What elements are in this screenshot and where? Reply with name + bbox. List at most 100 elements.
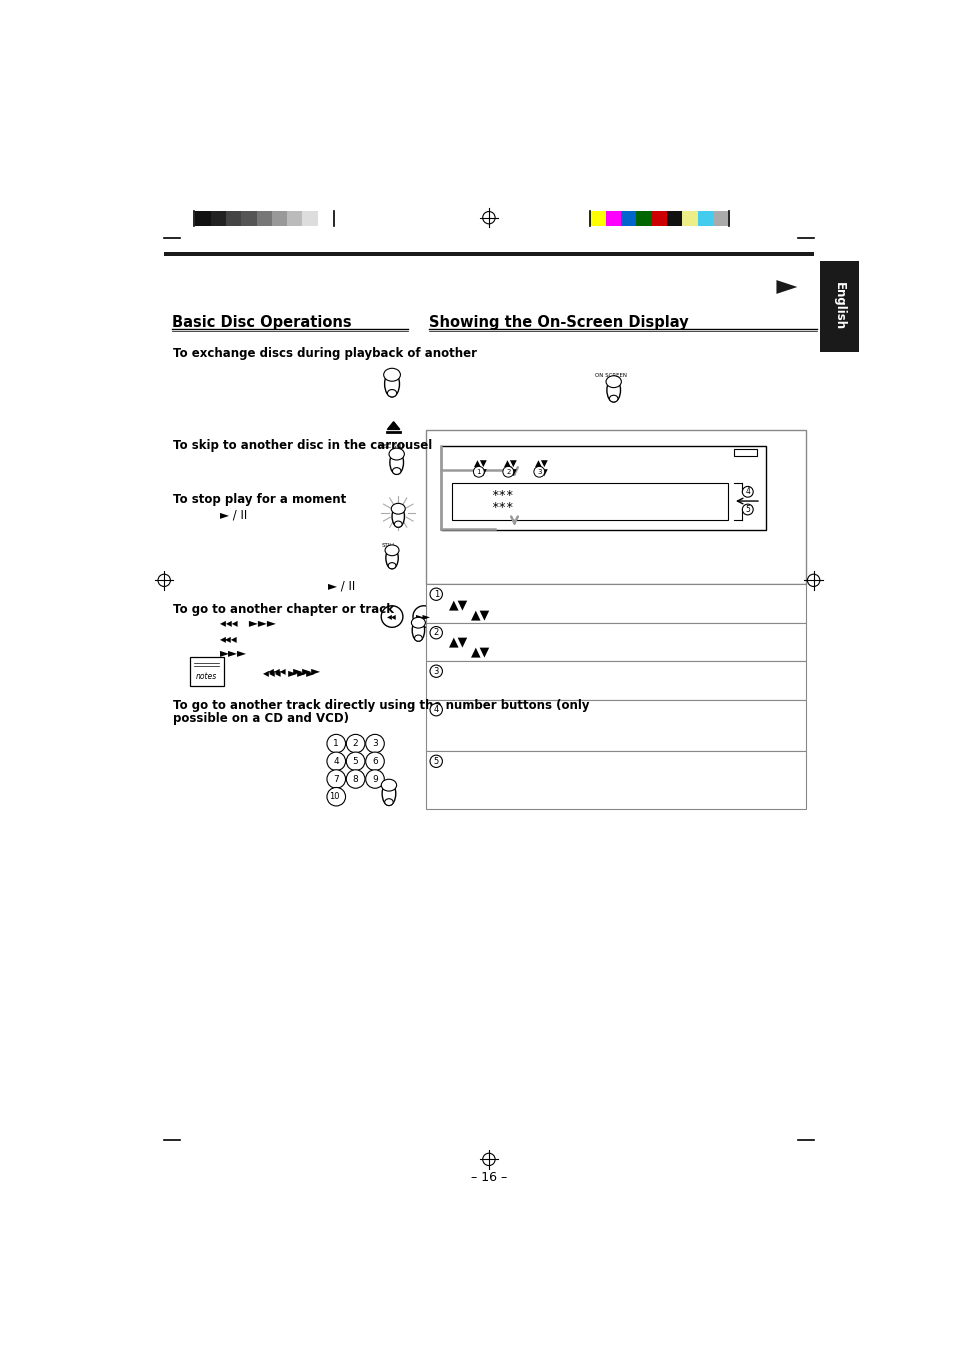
Text: To go to another track directly using the number buttons (only: To go to another track directly using th…: [173, 699, 589, 713]
Text: ▲▼: ▲▼: [503, 458, 517, 468]
Ellipse shape: [383, 368, 400, 381]
Text: 1: 1: [333, 740, 338, 748]
Ellipse shape: [394, 521, 402, 527]
Bar: [605, 211, 620, 226]
Bar: [426, 584, 805, 623]
Text: Showing the On-Screen Display: Showing the On-Screen Display: [429, 315, 688, 330]
Text: ▲▼: ▲▼: [474, 468, 487, 477]
Bar: [636, 211, 651, 226]
Text: DISC SKIP: DISC SKIP: [377, 443, 404, 449]
Bar: [272, 211, 287, 226]
Ellipse shape: [384, 799, 393, 806]
Circle shape: [346, 752, 365, 771]
Text: 5: 5: [353, 757, 358, 765]
Ellipse shape: [605, 376, 620, 388]
Circle shape: [473, 466, 484, 477]
Circle shape: [327, 787, 345, 806]
Text: ►►►: ►►►: [220, 646, 247, 660]
Ellipse shape: [384, 370, 399, 397]
Circle shape: [365, 769, 384, 788]
Circle shape: [365, 752, 384, 771]
Text: ◂◂◂: ◂◂◂: [220, 631, 237, 645]
Text: ***: ***: [491, 502, 514, 514]
Bar: [733, 449, 757, 457]
Circle shape: [502, 466, 513, 477]
Text: notes: notes: [196, 672, 217, 681]
Circle shape: [430, 703, 442, 715]
Text: To stop play for a moment: To stop play for a moment: [173, 493, 346, 507]
Bar: [256, 211, 272, 226]
Bar: [666, 211, 681, 226]
Ellipse shape: [382, 781, 395, 806]
Text: 5: 5: [744, 506, 749, 514]
Bar: [195, 211, 211, 226]
Bar: [302, 211, 317, 226]
Bar: [226, 211, 241, 226]
Text: 2: 2: [353, 740, 358, 748]
Polygon shape: [387, 422, 399, 430]
Text: To go to another chapter or track: To go to another chapter or track: [173, 603, 395, 615]
Text: 4: 4: [334, 757, 338, 765]
Text: ◂◂: ◂◂: [387, 611, 396, 622]
Text: ▲▼: ▲▼: [471, 646, 490, 658]
Text: ► / II: ► / II: [328, 580, 355, 592]
Text: ***: ***: [491, 488, 514, 502]
Text: – 16 –: – 16 –: [471, 1171, 506, 1183]
Bar: [681, 211, 697, 226]
Text: possible on a CD and VCD): possible on a CD and VCD): [173, 713, 349, 725]
Circle shape: [327, 769, 345, 788]
Text: 2: 2: [434, 629, 438, 637]
Text: ▲▼: ▲▼: [534, 458, 548, 468]
Bar: [164, 251, 813, 256]
Circle shape: [534, 466, 544, 477]
Text: 4: 4: [434, 706, 438, 714]
Text: ▲▼: ▲▼: [471, 608, 490, 622]
Bar: [426, 623, 805, 661]
Bar: [317, 211, 333, 226]
Circle shape: [346, 769, 365, 788]
Text: 1: 1: [434, 589, 438, 599]
Bar: [426, 752, 805, 808]
Text: To skip to another disc in the carrousel: To skip to another disc in the carrousel: [173, 439, 433, 453]
Ellipse shape: [381, 779, 396, 791]
Ellipse shape: [392, 506, 404, 527]
Text: STILL: STILL: [381, 542, 395, 548]
Bar: [452, 483, 727, 519]
Bar: [287, 211, 302, 226]
Text: ◂◂◂  ►►►: ◂◂◂ ►►►: [262, 667, 314, 680]
Ellipse shape: [609, 395, 618, 402]
Polygon shape: [776, 280, 797, 293]
Text: ◂◂◂   ►►►: ◂◂◂ ►►►: [220, 618, 275, 630]
Ellipse shape: [606, 379, 619, 402]
Bar: [620, 211, 636, 226]
Bar: [590, 211, 605, 226]
Text: ▲▼: ▲▼: [449, 635, 468, 648]
Text: Basic Disc Operations: Basic Disc Operations: [172, 315, 352, 330]
Ellipse shape: [389, 448, 404, 460]
Text: 2: 2: [506, 469, 510, 475]
Bar: [651, 211, 666, 226]
Circle shape: [365, 734, 384, 753]
Circle shape: [413, 606, 435, 627]
Bar: [697, 211, 712, 226]
Text: ►►: ►►: [416, 611, 431, 622]
Bar: [211, 211, 226, 226]
Ellipse shape: [412, 619, 424, 641]
Text: ◂◂◂  ►►►: ◂◂◂ ►►►: [268, 665, 320, 679]
Bar: [440, 446, 765, 530]
Bar: [819, 261, 858, 352]
Ellipse shape: [392, 468, 400, 475]
Bar: [426, 661, 805, 700]
Ellipse shape: [385, 545, 398, 556]
Bar: [190, 657, 224, 685]
Bar: [426, 700, 805, 752]
Circle shape: [430, 588, 442, 600]
Text: English: English: [832, 283, 845, 330]
Circle shape: [430, 626, 442, 639]
Ellipse shape: [388, 562, 395, 569]
Text: 8: 8: [353, 775, 358, 784]
Ellipse shape: [385, 548, 397, 569]
Text: 3: 3: [372, 740, 377, 748]
Text: 4: 4: [744, 487, 749, 496]
Circle shape: [430, 756, 442, 768]
